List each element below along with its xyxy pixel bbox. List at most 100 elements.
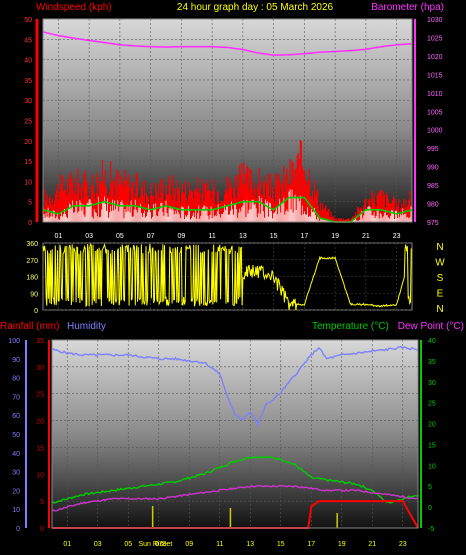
windspeed-tick-label: 30 <box>24 98 32 105</box>
temperature-axis-title: Temperature (°C) <box>312 321 389 332</box>
windspeed-tick-label: 10 <box>24 179 32 186</box>
hour-tick-label: 11 <box>216 541 223 548</box>
windspeed-tick-label: 35 <box>24 78 32 85</box>
sunset-label: Set <box>162 541 173 548</box>
hour-tick-label: 05 <box>124 541 132 548</box>
barometer-tick-label: 1020 <box>427 54 443 61</box>
hour-tick-label: 15 <box>277 541 285 548</box>
compass-direction-label: E <box>437 289 444 300</box>
rainfall-line <box>52 500 419 529</box>
temp-plot-border <box>51 339 419 529</box>
barometer-tick-label: 980 <box>427 202 439 209</box>
rainfall-tick-label: 30 <box>36 365 44 372</box>
barometer-tick-label: 1010 <box>427 91 443 98</box>
windspeed-tick-label: 20 <box>24 139 32 146</box>
temperature-tick-label: 40 <box>428 338 436 345</box>
humidity-tick-label: 50 <box>12 432 20 439</box>
hour-tick-label: 03 <box>85 233 93 240</box>
wind-plot-border <box>42 18 413 223</box>
wind-direction-line <box>42 242 412 311</box>
direction-tick-label: 180 <box>26 275 38 282</box>
rainfall-tick-label: 10 <box>36 472 44 479</box>
hour-tick-label: 15 <box>270 233 278 240</box>
hour-tick-label: 09 <box>185 541 193 548</box>
barometer-tick-label: 985 <box>427 183 439 190</box>
rainfall-tick-label: 35 <box>36 338 44 345</box>
rainfall-tick-label: 25 <box>36 392 44 399</box>
compass-direction-label: S <box>437 273 444 284</box>
hour-tick-label: 01 <box>63 541 71 548</box>
barometer-tick-label: 975 <box>427 220 439 227</box>
sunrise-label: Sun Rise <box>138 541 167 548</box>
barometer-tick-label: 1015 <box>427 72 443 79</box>
barometer-tick-label: 995 <box>427 146 439 153</box>
humidity-tick-label: 0 <box>16 526 20 533</box>
direction-tick-label: 0 <box>34 308 38 315</box>
humidity-tick-label: 100 <box>8 338 20 345</box>
temperature-tick-label: 15 <box>428 442 436 449</box>
humidity-tick-label: 60 <box>12 413 20 420</box>
barometer-tick-label: 1030 <box>427 17 443 24</box>
dewpoint-axis-title: Dew Point (°C) <box>398 321 464 332</box>
barometer-tick-label: 1005 <box>427 109 443 116</box>
rainfall-tick-label: 5 <box>40 499 44 506</box>
direction-tick-label: 270 <box>26 258 38 265</box>
hour-tick-label: 07 <box>147 233 155 240</box>
hour-tick-label: 05 <box>116 233 124 240</box>
rainfall-tick-label: 15 <box>36 445 44 452</box>
windspeed-tick-label: 45 <box>24 37 32 44</box>
hour-tick-label: 19 <box>338 541 346 548</box>
compass-direction-label: N <box>436 242 443 253</box>
hour-tick-label: 23 <box>393 233 401 240</box>
hour-tick-label: 19 <box>331 233 339 240</box>
windspeed-tick-label: 0 <box>28 220 32 227</box>
hour-tick-label: 17 <box>307 541 315 548</box>
hour-tick-label: 23 <box>399 541 407 548</box>
temperature-tick-label: 30 <box>428 380 436 387</box>
direction-tick-label: 360 <box>26 241 38 248</box>
windspeed-axis-title: Windspeed (kph) <box>36 2 112 13</box>
hour-tick-label: 13 <box>239 233 247 240</box>
temperature-tick-label: 25 <box>428 401 436 408</box>
barometer-tick-label: 1025 <box>427 35 443 42</box>
hour-tick-label: 21 <box>362 233 370 240</box>
windspeed-tick-label: 5 <box>28 200 32 207</box>
barometer-tick-label: 1000 <box>427 128 443 135</box>
humidity-tick-label: 70 <box>12 394 20 401</box>
humidity-tick-label: 80 <box>12 376 20 383</box>
windspeed-tick-label: 15 <box>24 159 32 166</box>
hour-tick-label: 09 <box>177 233 185 240</box>
rainfall-tick-label: 20 <box>36 419 44 426</box>
hour-tick-label: 01 <box>54 233 62 240</box>
temperature-tick-label: 35 <box>428 359 436 366</box>
temp-plot-background <box>52 340 418 528</box>
direction-tick-label: 90 <box>30 291 38 298</box>
humidity-tick-label: 90 <box>12 357 20 364</box>
humidity-tick-label: 30 <box>12 470 20 477</box>
barometer-axis-title: Barometer (hpa) <box>371 2 444 13</box>
temperature-tick-label: 10 <box>428 463 436 470</box>
rainfall-axis-title: Rainfall (mm) <box>0 321 59 332</box>
hour-tick-label: 07 <box>155 541 163 548</box>
hour-tick-label: 21 <box>368 541 376 548</box>
chart-title: 24 hour graph day : 05 March 2026 <box>177 2 334 13</box>
windspeed-tick-label: 40 <box>24 58 32 65</box>
hour-tick-label: 17 <box>300 233 308 240</box>
windspeed-tick-label: 25 <box>24 119 32 126</box>
temperature-tick-label: 5 <box>428 484 432 491</box>
barometer-tick-label: 990 <box>427 165 439 172</box>
compass-direction-label: W <box>435 258 445 269</box>
compass-direction-label: N <box>436 304 443 315</box>
hour-tick-label: 13 <box>246 541 254 548</box>
rainfall-tick-label: 0 <box>40 526 44 533</box>
temperature-tick-label: 0 <box>428 505 432 512</box>
temperature-line <box>51 455 419 504</box>
hour-tick-label: 11 <box>208 233 215 240</box>
humidity-tick-label: 20 <box>12 488 20 495</box>
humidity-tick-label: 40 <box>12 451 20 458</box>
hour-tick-label: 03 <box>94 541 102 548</box>
humidity-line <box>51 345 419 428</box>
dewpoint-line <box>51 484 419 512</box>
windspeed-tick-label: 50 <box>24 17 32 24</box>
